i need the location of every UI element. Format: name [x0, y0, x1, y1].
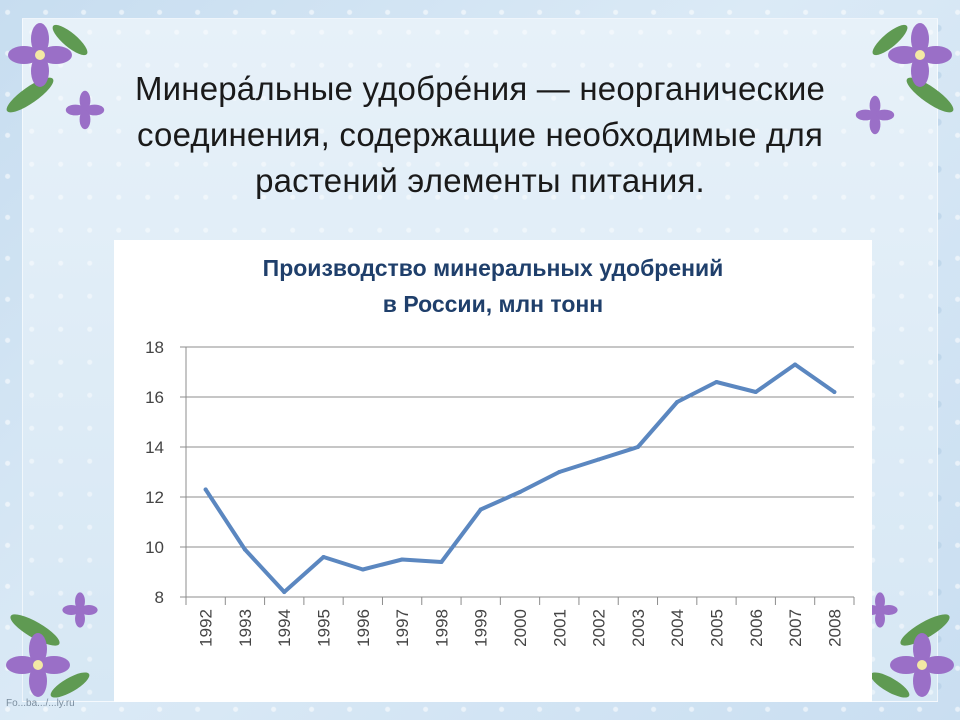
data-point [635, 445, 640, 449]
data-point [832, 390, 837, 394]
flower-decoration-top-right [855, 23, 954, 135]
slide-title: Минера́льные удобре́ния — неорганические… [70, 66, 890, 204]
x-tick-label: 1997 [393, 609, 412, 647]
data-point [714, 380, 719, 384]
y-tick-label: 10 [145, 538, 164, 557]
x-tick-label: 2004 [668, 609, 687, 647]
x-tick-label: 1994 [275, 609, 294, 647]
y-tick-label: 12 [145, 488, 164, 507]
slide-title-line: Минера́льные удобре́ния — неорганические [134, 70, 826, 107]
x-tick-label: 1992 [197, 609, 216, 647]
flower-decoration-bottom-right [862, 592, 954, 698]
data-point [360, 567, 365, 572]
data-point [400, 557, 405, 562]
x-tick-label: 2008 [825, 609, 844, 647]
x-tick-label: 1996 [354, 609, 373, 647]
x-tick-label: 1993 [236, 609, 255, 647]
x-tick-label: 1995 [315, 609, 334, 647]
x-tick-label: 1998 [432, 609, 451, 647]
data-point [753, 390, 758, 394]
chart-panel: Производство минеральных удобрений в Рос… [114, 240, 872, 702]
x-tick-label: 2003 [629, 609, 648, 647]
x-tick-label: 2007 [786, 609, 805, 647]
chart-title-line: Производство минеральных удобрений [262, 255, 724, 281]
slide-title-line: соединения, содержащие необходимые для [136, 116, 824, 153]
data-point [242, 547, 247, 552]
x-tick-label: 2000 [511, 609, 530, 647]
data-point [793, 362, 798, 367]
series-line [203, 362, 837, 594]
x-tick-label: 1999 [472, 609, 491, 647]
slide-title-line: растений элементы питания. [255, 162, 705, 199]
data-point [675, 400, 680, 404]
x-tick-label: 2002 [590, 609, 609, 647]
x-tick-label: 2001 [550, 609, 569, 647]
y-tick-label: 8 [155, 588, 164, 607]
chart-title-line: в России, млн тонн [382, 291, 604, 317]
x-tick-label: 2005 [707, 609, 726, 647]
data-point [518, 490, 522, 494]
flower-decoration-top-left [6, 23, 105, 130]
y-tick-label: 18 [145, 338, 164, 357]
y-tick-label: 14 [145, 438, 164, 457]
y-tick-label: 16 [145, 388, 164, 407]
line-chart: 8 10 12 14 16 18 1992 1993 1994 1995 1996 1997 1998 1… [145, 338, 855, 647]
data-point [203, 487, 208, 492]
data-point [321, 555, 326, 559]
flower-decoration-bottom-left [6, 592, 98, 698]
data-point [596, 457, 601, 462]
x-tick-label: 2006 [747, 609, 766, 647]
data-point [282, 590, 287, 594]
data-point [478, 507, 483, 512]
chart-title: Производство минеральных удобрений в Рос… [114, 250, 872, 322]
data-point [557, 470, 562, 474]
data-point [439, 560, 444, 564]
watermark-text: Fo...ba.../...ly.ru [6, 698, 75, 709]
